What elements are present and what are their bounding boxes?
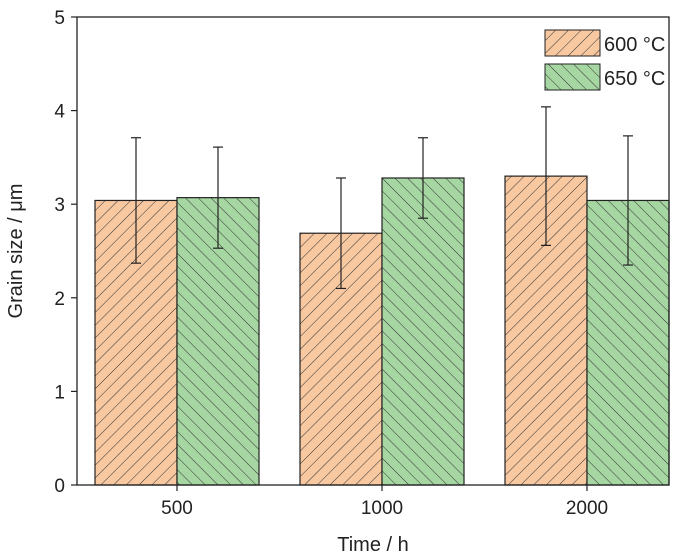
y-tick-label: 5 [54,8,65,29]
y-tick-label: 4 [54,102,65,123]
legend-swatch-600 [544,29,601,57]
legend: 600 °C 650 °C [544,29,665,91]
error-bar-650-2000 [623,135,633,266]
x-axis-ticks: 500 1000 2000 [161,485,608,519]
y-axis-title: Grain size / μm [5,184,27,319]
x-axis-title: Time / h [337,534,409,556]
bar-650-1000 [381,177,465,486]
plot-frame [76,16,670,486]
y-tick-label: 1 [54,382,65,403]
error-bar-650-1000 [418,137,428,219]
error-bar-600-2000 [541,106,551,246]
error-bars-layer [131,106,633,290]
error-bar-650-500 [213,146,223,249]
bars-layer [94,175,670,486]
y-tick-label: 3 [54,195,65,216]
error-bar-600-500 [131,137,141,264]
y-axis-ticks: 0 1 2 3 4 5 [54,8,77,497]
legend-swatch-650 [544,63,601,91]
error-bar-600-1000 [336,177,346,290]
y-tick-label: 2 [54,289,65,310]
legend-label-600: 600 °C [604,34,665,56]
x-tick-label: 2000 [566,498,608,519]
y-tick-label: 0 [54,476,65,497]
x-tick-label: 1000 [361,498,403,519]
x-tick-label: 500 [161,498,193,519]
legend-label-650: 650 °C [604,68,665,90]
